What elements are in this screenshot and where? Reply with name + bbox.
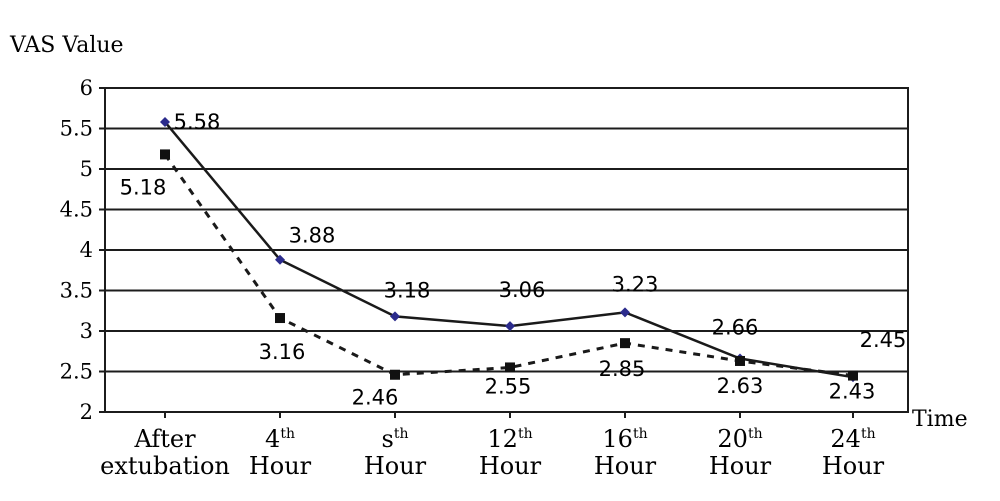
x-tick-label-line2: Hour: [364, 452, 427, 480]
diamond-marker: [390, 311, 400, 322]
series-markers: [160, 117, 858, 383]
data-label: 2.55: [485, 374, 532, 398]
x-axis-title: Time: [912, 407, 968, 432]
y-tick-labels: 2 2.5 3 3.5 4 4.5 5 5.5 6: [60, 76, 93, 424]
diamond-marker: [160, 117, 170, 128]
diamond-marker: [275, 254, 285, 265]
x-tick-label: 4th: [265, 425, 295, 453]
x-tick-labels: Afterextubation4thHoursthHour12thHour16t…: [100, 412, 885, 480]
x-tick-label-line2: Hour: [709, 452, 772, 480]
x-tick-superscript: th: [748, 426, 763, 442]
data-label: 5.58: [174, 110, 221, 134]
data-label: 3.06: [499, 278, 546, 302]
data-label: 2.85: [599, 357, 646, 381]
x-tick-main: 12: [487, 425, 518, 453]
x-tick-label: sth: [382, 425, 409, 453]
x-tick-superscript: th: [861, 426, 876, 442]
x-tick-label: 12th: [487, 425, 532, 453]
x-tick-label-line2: Hour: [594, 452, 657, 480]
x-tick-superscript: th: [394, 426, 409, 442]
x-tick-main: s: [382, 425, 394, 453]
y-tick-label: 6: [80, 76, 93, 100]
x-tick-superscript: th: [518, 426, 533, 442]
data-label: 3.18: [384, 278, 431, 302]
x-tick-main: After: [133, 425, 196, 453]
square-marker: [160, 149, 170, 160]
x-tick-label: 24th: [830, 425, 875, 453]
x-tick-main: 16: [602, 425, 633, 453]
x-tick-label: 20th: [717, 425, 762, 453]
square-marker: [735, 355, 745, 366]
x-tick-superscript: th: [280, 426, 295, 442]
x-tick-label-line2: extubation: [100, 452, 230, 480]
data-label: 2.66: [712, 316, 759, 340]
diamond-marker: [505, 321, 515, 332]
data-label: 2.46: [352, 386, 399, 410]
data-label: 2.63: [717, 374, 764, 398]
y-tick-label: 5: [80, 157, 93, 181]
x-tick-main: 24: [830, 425, 861, 453]
diamond-marker: [620, 307, 630, 318]
plot-frame: [104, 87, 909, 413]
square-marker: [275, 313, 285, 324]
y-tick-label: 2.5: [60, 360, 93, 384]
square-marker: [620, 338, 630, 349]
x-tick-label-line2: Hour: [479, 452, 542, 480]
x-tick-main: 4: [265, 425, 280, 453]
square-marker: [390, 369, 400, 380]
data-label: 5.18: [120, 175, 167, 199]
y-tick-label: 4.5: [60, 198, 93, 222]
y-tick-label: 3.5: [60, 279, 93, 303]
data-label: 2.43: [829, 380, 876, 404]
y-axis-title: VAS Value: [9, 33, 124, 58]
y-tick-label: 4: [80, 238, 93, 262]
x-tick-label-line2: Hour: [249, 452, 312, 480]
data-label: 3.23: [612, 272, 659, 296]
gridlines: [99, 87, 908, 413]
data-label: 3.88: [289, 224, 336, 248]
y-tick-label: 5.5: [60, 117, 93, 141]
y-tick-label: 2: [80, 400, 93, 424]
x-tick-superscript: th: [633, 426, 648, 442]
x-tick-main: 20: [717, 425, 748, 453]
data-label: 3.16: [259, 340, 306, 364]
plot-border: [104, 87, 909, 413]
x-tick-label: 16th: [602, 425, 647, 453]
x-tick-label: After: [133, 425, 196, 453]
x-tick-label-line2: Hour: [822, 452, 885, 480]
square-marker: [505, 362, 515, 373]
y-tick-label: 3: [80, 319, 93, 343]
square-marker: [848, 370, 858, 381]
data-labels: 5.58 3.88 3.18 3.06 3.23 2.66 2.45 5.18 3.16 2.46…: [120, 110, 907, 410]
data-label: 2.45: [860, 328, 907, 352]
